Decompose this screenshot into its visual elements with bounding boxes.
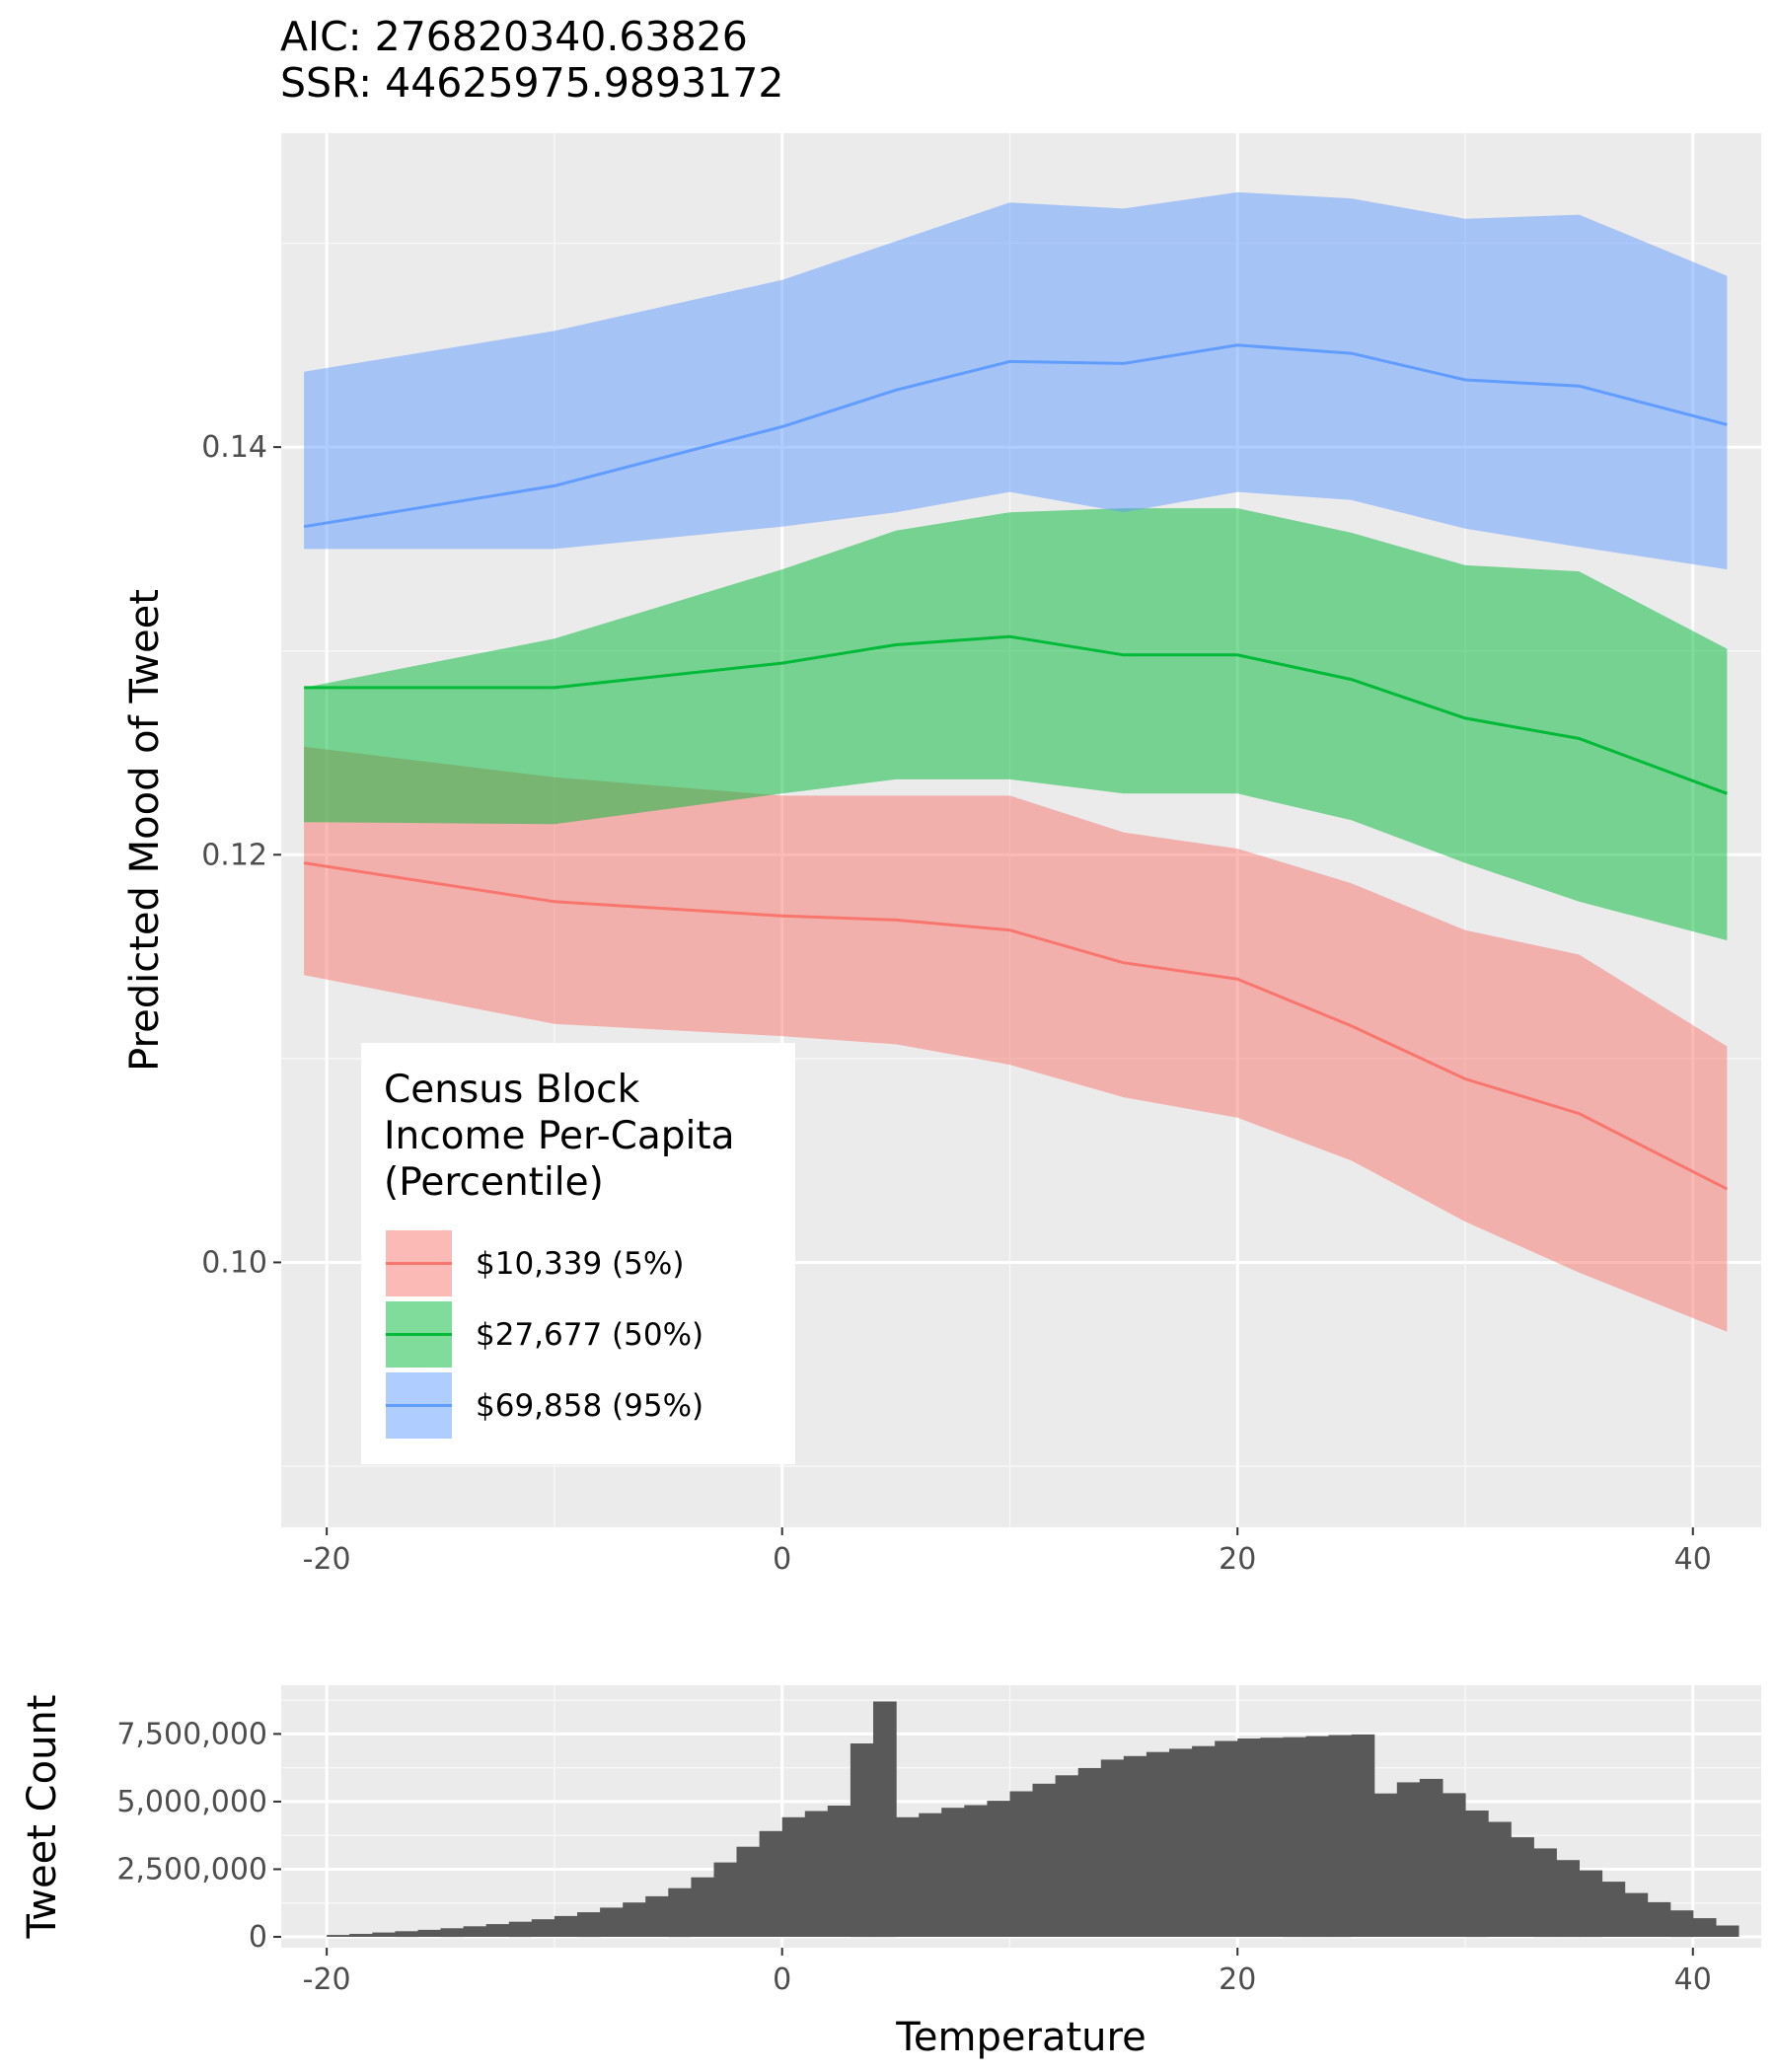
- hist-bar: [1715, 1925, 1739, 1937]
- hist-bar: [1283, 1737, 1307, 1938]
- hist-bar: [896, 1816, 920, 1937]
- hist-bar: [941, 1808, 965, 1937]
- hist-bar: [508, 1921, 533, 1938]
- hist-x-tick-label: 20: [1219, 1962, 1256, 1997]
- hist-x-tick-label: 40: [1674, 1962, 1712, 1997]
- hist-bar: [964, 1805, 988, 1937]
- legend-title: Income Per-Capita: [384, 1114, 735, 1158]
- hist-bar: [1488, 1821, 1512, 1937]
- hist-bar: [1077, 1767, 1102, 1937]
- hist-bar: [1373, 1793, 1398, 1937]
- hist-bar: [1579, 1870, 1603, 1938]
- hist-bar: [1396, 1782, 1421, 1937]
- ribbon-series-1: [304, 508, 1728, 941]
- hist-bar: [668, 1887, 692, 1938]
- hist-bar: [850, 1743, 874, 1938]
- model-stats: AIC: 276820340.63826 SSR: 44625975.98931…: [280, 14, 783, 107]
- hist-bar: [804, 1811, 829, 1937]
- hist-y-tick-label: 2,500,000: [116, 1852, 267, 1887]
- hist-bar: [736, 1846, 761, 1937]
- hist-bar: [1465, 1811, 1489, 1938]
- hist-bar: [327, 1935, 350, 1937]
- hist-bar: [463, 1926, 487, 1937]
- hist-bar: [1419, 1778, 1443, 1937]
- line-series-0: [303, 861, 1729, 1191]
- legend-title: Census Block: [384, 1068, 640, 1112]
- main-x-tick-label: 20: [1219, 1542, 1256, 1577]
- hist-bar: [1556, 1860, 1580, 1938]
- legend-title: (Percentile): [384, 1160, 604, 1205]
- hist-bar: [781, 1816, 806, 1937]
- hist-y-tick-label: 0: [249, 1920, 267, 1955]
- aic-label: AIC: 276820340.63826: [280, 13, 748, 60]
- hist-bar: [1192, 1745, 1216, 1937]
- hist-bar: [1237, 1739, 1261, 1937]
- main-x-tick-label: -20: [303, 1542, 351, 1577]
- hist-bar: [1100, 1759, 1125, 1937]
- hist-bar: [1647, 1901, 1671, 1937]
- hist-bar: [759, 1830, 783, 1937]
- hist-bar: [600, 1907, 624, 1937]
- hist-bar: [531, 1919, 555, 1937]
- main-y-tick-label: 0.14: [201, 430, 267, 465]
- hist-bar: [623, 1902, 646, 1937]
- hist-bar: [1146, 1751, 1170, 1937]
- hist-bar: [1442, 1793, 1466, 1937]
- ribbon-series-2: [304, 191, 1728, 570]
- hist-bar: [1328, 1735, 1353, 1938]
- hist-y-tick-label: 5,000,000: [116, 1785, 267, 1819]
- main-x-tick-label: 0: [773, 1542, 791, 1577]
- main-y-tick-label: 0.12: [201, 838, 267, 872]
- hist-bar: [987, 1801, 1011, 1937]
- hist-bar: [1533, 1848, 1557, 1938]
- hist-y-axis-title: Tweet Count: [20, 1695, 65, 1940]
- hist-bar: [827, 1806, 851, 1937]
- hist-bar: [1624, 1892, 1649, 1937]
- legend-label: $10,339 (5%): [476, 1246, 684, 1282]
- hist-bar: [1351, 1734, 1375, 1937]
- hist-bar: [372, 1932, 396, 1937]
- hist-bar: [577, 1912, 601, 1938]
- hist-bar: [349, 1934, 373, 1937]
- main-y-axis-title: Predicted Mood of Tweet: [122, 589, 168, 1072]
- hist-bar: [645, 1895, 669, 1937]
- line-series-2: [303, 343, 1728, 529]
- hist-y-tick-label: 7,500,000: [116, 1717, 267, 1751]
- line-series-1: [304, 634, 1728, 795]
- hist-bar: [1032, 1783, 1057, 1937]
- hist-bar: [1055, 1775, 1079, 1937]
- hist-bar: [1692, 1918, 1717, 1937]
- main-x-tick-label: 40: [1674, 1542, 1712, 1577]
- hist-bar: [1215, 1740, 1238, 1937]
- hist-bar: [1305, 1736, 1330, 1938]
- hist-bar: [554, 1915, 578, 1937]
- main-y-tick-label: 0.10: [201, 1245, 267, 1280]
- hist-bar: [1601, 1882, 1626, 1937]
- hist-x-tick-label: 0: [773, 1962, 791, 1997]
- hist-bar: [691, 1877, 715, 1937]
- hist-bar: [1009, 1791, 1034, 1937]
- hist-bar: [713, 1862, 738, 1937]
- hist-x-tick-label: -20: [303, 1962, 351, 1997]
- hist-bar: [417, 1929, 442, 1937]
- hist-bar: [440, 1928, 465, 1938]
- hist-bar: [485, 1924, 510, 1937]
- ribbon-series-0: [304, 746, 1728, 1332]
- hist-bar: [1260, 1738, 1284, 1937]
- hist-bar: [1511, 1837, 1534, 1937]
- hist-bar: [1123, 1755, 1147, 1937]
- hist-bar: [1669, 1910, 1694, 1938]
- legend-label: $27,677 (50%): [476, 1317, 703, 1353]
- hist-bar: [919, 1813, 942, 1937]
- hist-x-axis-title: Temperature: [895, 2015, 1146, 2060]
- hist-bar: [873, 1701, 897, 1938]
- legend-label: $69,858 (95%): [476, 1388, 703, 1424]
- hist-bar: [1169, 1748, 1193, 1937]
- ssr-label: SSR: 44625975.9893172: [280, 59, 784, 107]
- hist-bar: [395, 1931, 419, 1938]
